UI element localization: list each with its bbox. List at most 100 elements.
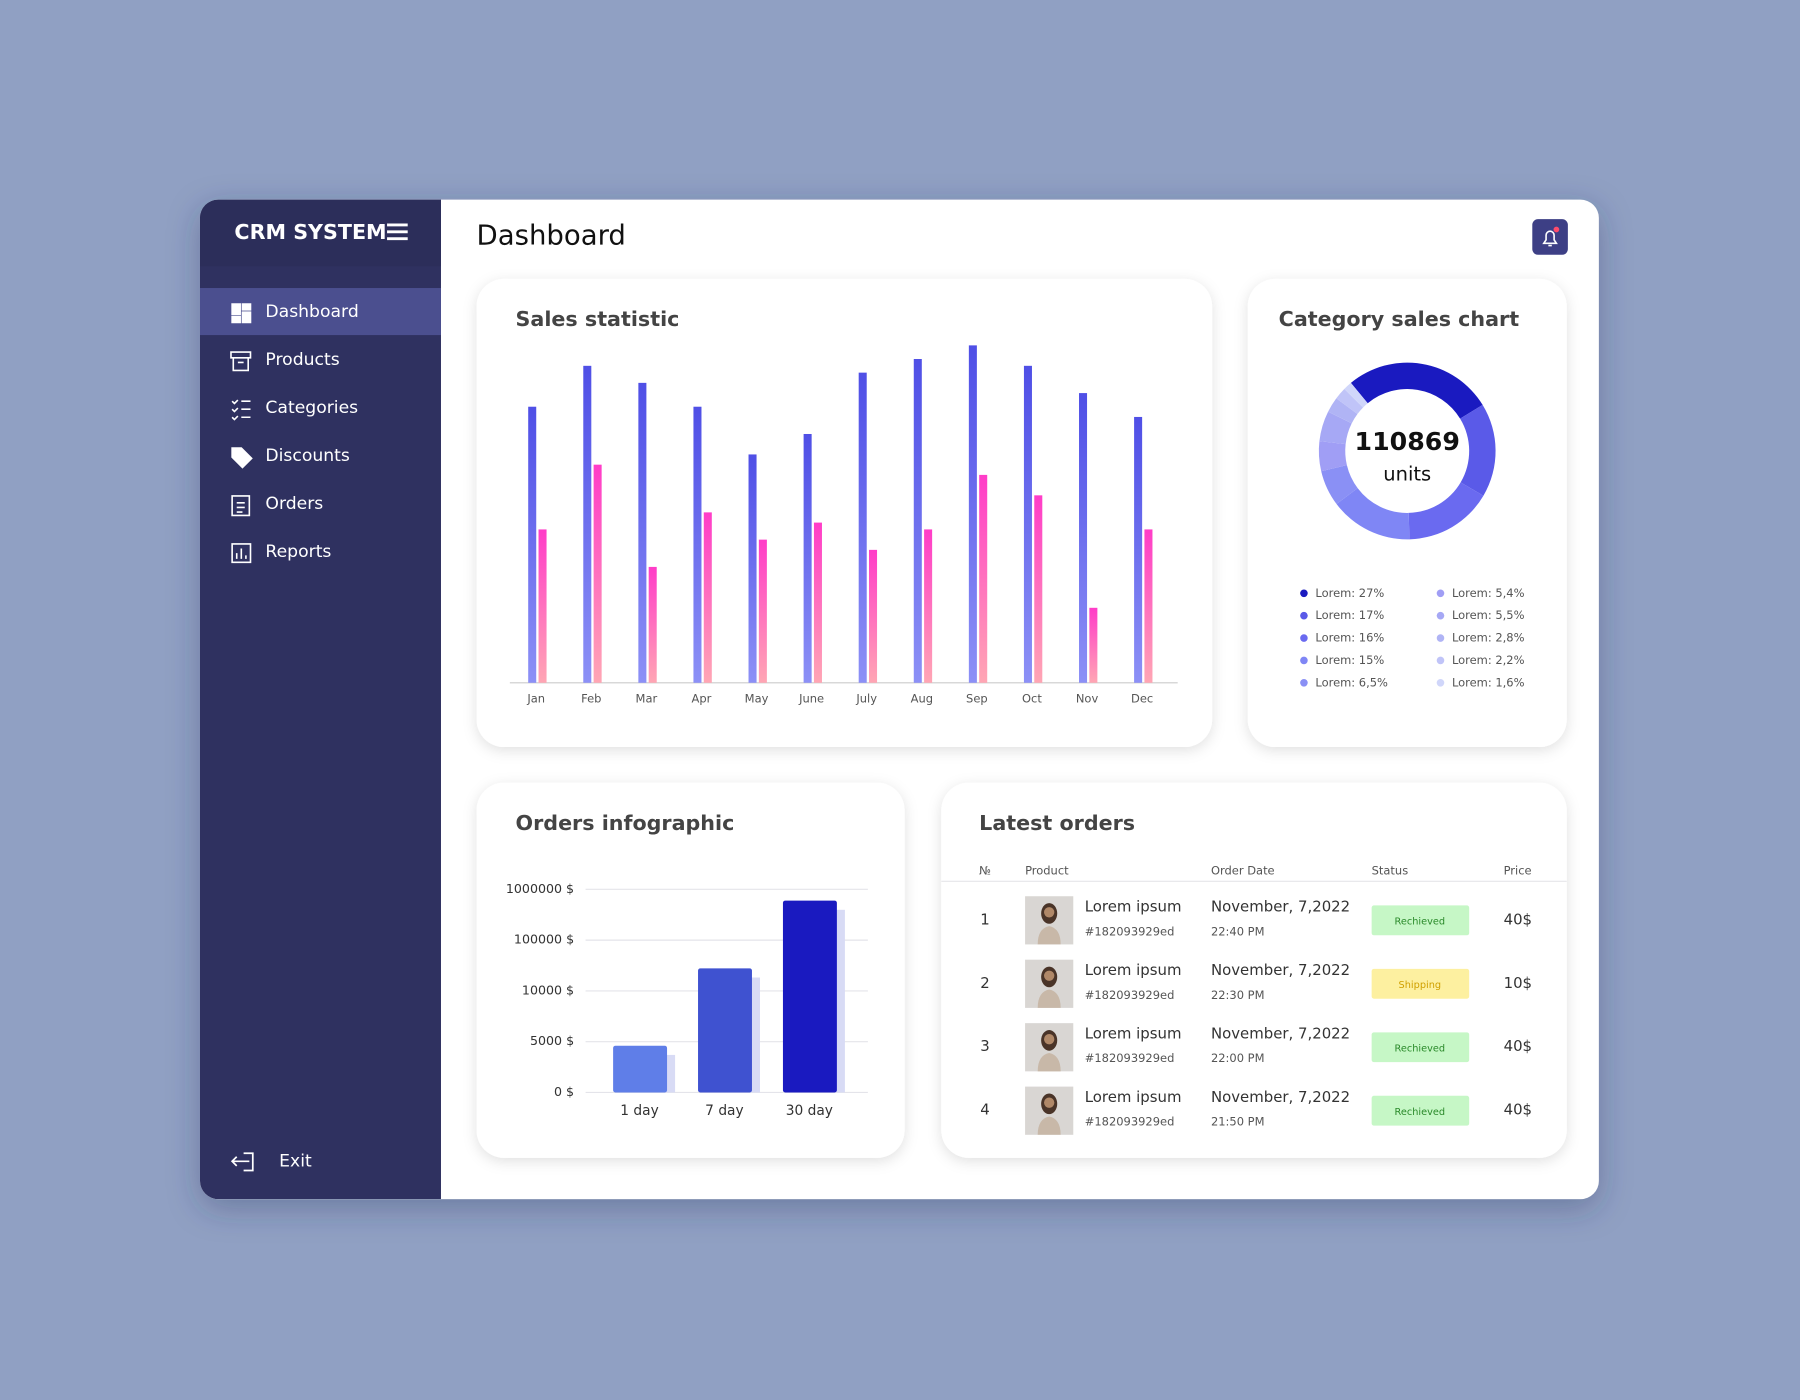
x-tick-label: Jan: [526, 691, 545, 705]
bar: [583, 365, 592, 683]
y-tick-label: 0 $: [554, 1084, 574, 1099]
exit-icon: [230, 1152, 254, 1172]
legend-dot: [1436, 589, 1445, 598]
x-tick-label: May: [745, 691, 769, 705]
legend-dot: [1436, 634, 1445, 642]
legend-dot: [1300, 589, 1308, 598]
bar: [968, 345, 977, 683]
legend-dot: [1300, 634, 1308, 642]
menu-item[interactable]: Products: [265, 350, 339, 370]
legend-dot: [1300, 611, 1308, 620]
row-number: 1: [980, 910, 989, 928]
y-tick-label: 1000000 $: [506, 881, 574, 896]
column-header: Product: [1025, 863, 1069, 877]
bar: [693, 406, 702, 683]
order-time: 22:00 PM: [1211, 1051, 1265, 1065]
bar: [1079, 393, 1088, 683]
x-tick-label: Mar: [636, 691, 658, 705]
legend-dot: [1300, 656, 1308, 665]
product-name: Lorem ipsum: [1085, 1088, 1182, 1106]
donut-segment: [1350, 362, 1483, 419]
status-badge: [1371, 1032, 1470, 1063]
row-number: 4: [980, 1101, 989, 1119]
order-date: November, 7,2022: [1211, 1088, 1350, 1106]
legend-dot: [1436, 656, 1445, 665]
menu-item[interactable]: Dashboard: [265, 302, 358, 322]
legend-label: Lorem: 27%: [1315, 586, 1384, 600]
price: 40$: [1504, 1037, 1532, 1055]
status-label: Rechieved: [1395, 1107, 1446, 1118]
product-face: [1044, 1097, 1055, 1108]
bar: [1034, 495, 1043, 683]
legend-label: Lorem: 5,4%: [1452, 586, 1525, 600]
column-header: Status: [1372, 863, 1409, 877]
menu-icon: [231, 447, 253, 469]
exit[interactable]: Exit: [279, 1151, 312, 1171]
x-tick-label: 1 day: [620, 1103, 658, 1119]
y-tick-label: 10000 $: [522, 982, 574, 997]
bar: [528, 406, 537, 683]
bar: [858, 372, 867, 683]
x-tick-label: 30 day: [786, 1103, 833, 1119]
bar: [782, 900, 837, 1093]
bar: [703, 512, 712, 683]
sidebar: [200, 199, 441, 1200]
product-figure: [1037, 1116, 1061, 1135]
status-badge: [1371, 905, 1470, 936]
row-number: 3: [980, 1037, 989, 1055]
menu-toggle[interactable]: [387, 223, 408, 241]
menu-item[interactable]: Discounts: [265, 446, 350, 466]
bar: [913, 359, 922, 683]
product-sku: #182093929ed: [1085, 924, 1175, 938]
legend-label: Lorem: 2,2%: [1452, 653, 1525, 667]
bar: [1134, 416, 1143, 683]
order-date: November, 7,2022: [1211, 1025, 1350, 1043]
menu-icon: [231, 495, 251, 517]
product-face: [1044, 970, 1055, 981]
x-tick-label: Oct: [1022, 691, 1042, 705]
page-title: Dashboard: [477, 219, 626, 251]
menu-item[interactable]: Orders: [265, 494, 323, 514]
card-title: Orders infographic: [516, 811, 735, 835]
order-date: November, 7,2022: [1211, 898, 1350, 916]
donut-segment: [1328, 398, 1358, 424]
product-sku: #182093929ed: [1085, 1115, 1175, 1129]
status-badge: [1371, 1095, 1470, 1126]
y-tick-label: 5000 $: [530, 1033, 574, 1048]
legend-label: Lorem: 17%: [1315, 608, 1384, 622]
x-tick-label: 7 day: [705, 1103, 743, 1119]
bar: [813, 522, 822, 683]
bar: [648, 566, 657, 683]
bar: [698, 968, 752, 1093]
menu-item[interactable]: Categories: [265, 398, 358, 418]
price: 40$: [1504, 1101, 1532, 1119]
column-header: Price: [1504, 863, 1532, 877]
legend-dot: [1300, 679, 1308, 687]
row-number: 2: [980, 974, 989, 992]
legend-label: Lorem: 1,6%: [1452, 675, 1525, 689]
donut-segment: [1318, 441, 1347, 472]
x-tick-label: June: [798, 691, 824, 705]
card-title: Category sales chart: [1279, 307, 1520, 331]
bar: [803, 433, 812, 683]
order-time: 22:40 PM: [1211, 924, 1265, 938]
bar: [1089, 607, 1098, 683]
order-time: 21:50 PM: [1211, 1115, 1265, 1129]
legend-label: Lorem: 2,8%: [1452, 631, 1525, 645]
menu-item[interactable]: Reports: [265, 542, 331, 562]
product-name: Lorem ipsum: [1085, 898, 1182, 916]
bar: [758, 539, 767, 683]
notification-button[interactable]: [1532, 219, 1568, 255]
donut-segment: [1336, 388, 1364, 415]
donut-segment: [1321, 465, 1358, 505]
x-tick-label: Sep: [966, 691, 988, 705]
product-name: Lorem ipsum: [1085, 961, 1182, 979]
status-label: Rechieved: [1395, 916, 1446, 927]
product-figure: [1037, 989, 1061, 1008]
card-title: Sales statistic: [516, 307, 680, 331]
donut-segment: [1344, 382, 1368, 408]
product-figure: [1037, 926, 1061, 945]
brand: CRM SYSTEM: [234, 220, 386, 244]
